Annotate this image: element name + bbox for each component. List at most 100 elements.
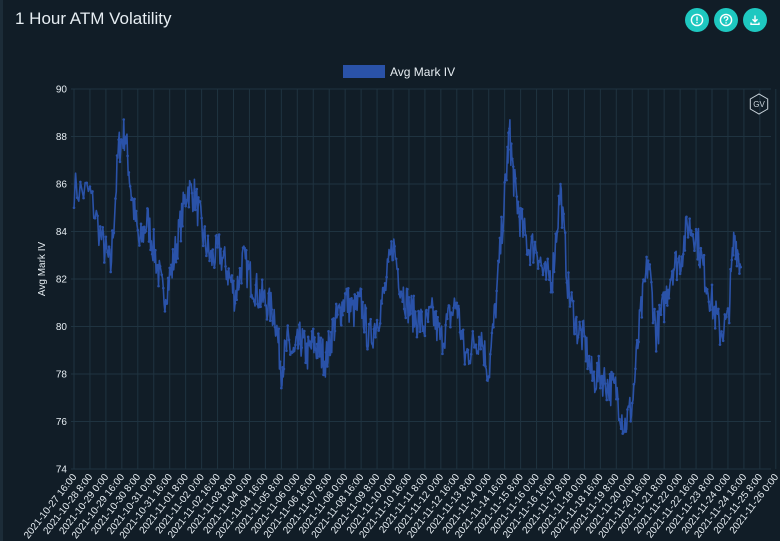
data-point <box>265 318 269 321</box>
data-point <box>219 247 223 251</box>
data-point <box>638 308 642 312</box>
data-point <box>85 181 89 185</box>
data-point <box>382 286 385 290</box>
data-point <box>672 268 676 271</box>
data-point <box>366 347 369 351</box>
data-point <box>662 320 666 324</box>
data-point <box>434 309 438 313</box>
data-point <box>412 294 416 298</box>
data-point <box>589 371 593 374</box>
legend-label: Avg Mark IV <box>390 65 455 79</box>
data-point <box>351 299 355 302</box>
data-point <box>72 206 76 210</box>
data-point <box>736 252 740 256</box>
data-point <box>608 372 612 376</box>
data-point <box>488 352 492 356</box>
data-point <box>602 375 605 379</box>
data-point <box>522 221 526 225</box>
data-point <box>270 308 274 311</box>
data-point <box>217 233 221 236</box>
data-point <box>527 248 530 252</box>
data-point <box>449 325 452 329</box>
data-point <box>635 338 639 342</box>
data-point <box>134 209 138 213</box>
data-point <box>533 240 537 244</box>
data-point <box>104 235 108 239</box>
data-point <box>575 315 578 319</box>
data-point <box>317 332 320 335</box>
data-point <box>198 200 202 203</box>
data-point <box>229 276 232 279</box>
data-point <box>185 198 189 202</box>
data-point <box>664 301 668 305</box>
data-point <box>457 304 460 308</box>
data-point <box>473 346 476 349</box>
data-point <box>103 261 106 264</box>
data-point <box>320 360 324 363</box>
data-point <box>688 217 691 220</box>
data-point <box>586 367 589 371</box>
data-point <box>243 246 246 250</box>
data-point <box>729 267 732 271</box>
y-tick-label: 80 <box>56 322 68 333</box>
help-button[interactable] <box>714 8 738 32</box>
data-point <box>514 177 517 180</box>
data-point <box>364 306 368 310</box>
data-point <box>543 262 546 266</box>
data-point <box>642 278 645 281</box>
data-point <box>147 240 151 243</box>
data-point <box>471 329 475 333</box>
data-point <box>422 325 425 328</box>
data-point <box>425 308 428 312</box>
data-point <box>493 302 497 306</box>
data-point <box>107 245 111 249</box>
data-point <box>723 313 727 316</box>
data-point <box>118 160 122 164</box>
data-point <box>201 244 205 248</box>
data-point <box>197 196 200 199</box>
data-point <box>169 263 173 267</box>
data-point <box>739 265 743 269</box>
data-point <box>133 197 136 201</box>
data-point <box>304 361 307 365</box>
data-point <box>332 317 335 320</box>
data-point <box>707 300 711 304</box>
data-point <box>388 253 392 256</box>
data-point <box>306 335 310 339</box>
data-point <box>177 224 181 228</box>
data-point <box>452 306 455 310</box>
data-point <box>244 248 248 252</box>
data-point <box>710 283 714 287</box>
download-button[interactable] <box>743 8 767 32</box>
data-point <box>592 370 596 373</box>
data-point <box>661 293 664 297</box>
data-point <box>498 236 502 240</box>
data-point <box>677 257 680 260</box>
y-tick-label: 76 <box>56 417 68 428</box>
data-point <box>506 145 509 149</box>
data-point <box>333 329 337 333</box>
data-point <box>469 352 473 356</box>
data-point <box>584 359 588 363</box>
data-point <box>461 328 465 332</box>
y-tick-label: 90 <box>56 85 68 96</box>
data-point <box>238 266 242 270</box>
data-point <box>568 305 572 308</box>
data-point <box>328 353 332 357</box>
data-point <box>380 302 384 305</box>
data-point <box>634 367 637 371</box>
data-point <box>322 373 325 377</box>
data-point <box>717 307 720 311</box>
data-point <box>110 229 114 232</box>
data-point <box>294 343 297 347</box>
data-point <box>305 342 309 345</box>
data-point <box>259 305 262 309</box>
data-point <box>138 244 141 247</box>
data-point <box>206 234 210 238</box>
data-point <box>343 292 347 295</box>
data-point <box>158 264 162 268</box>
data-point <box>410 299 414 303</box>
data-point <box>709 308 712 312</box>
info-button[interactable] <box>685 8 709 32</box>
